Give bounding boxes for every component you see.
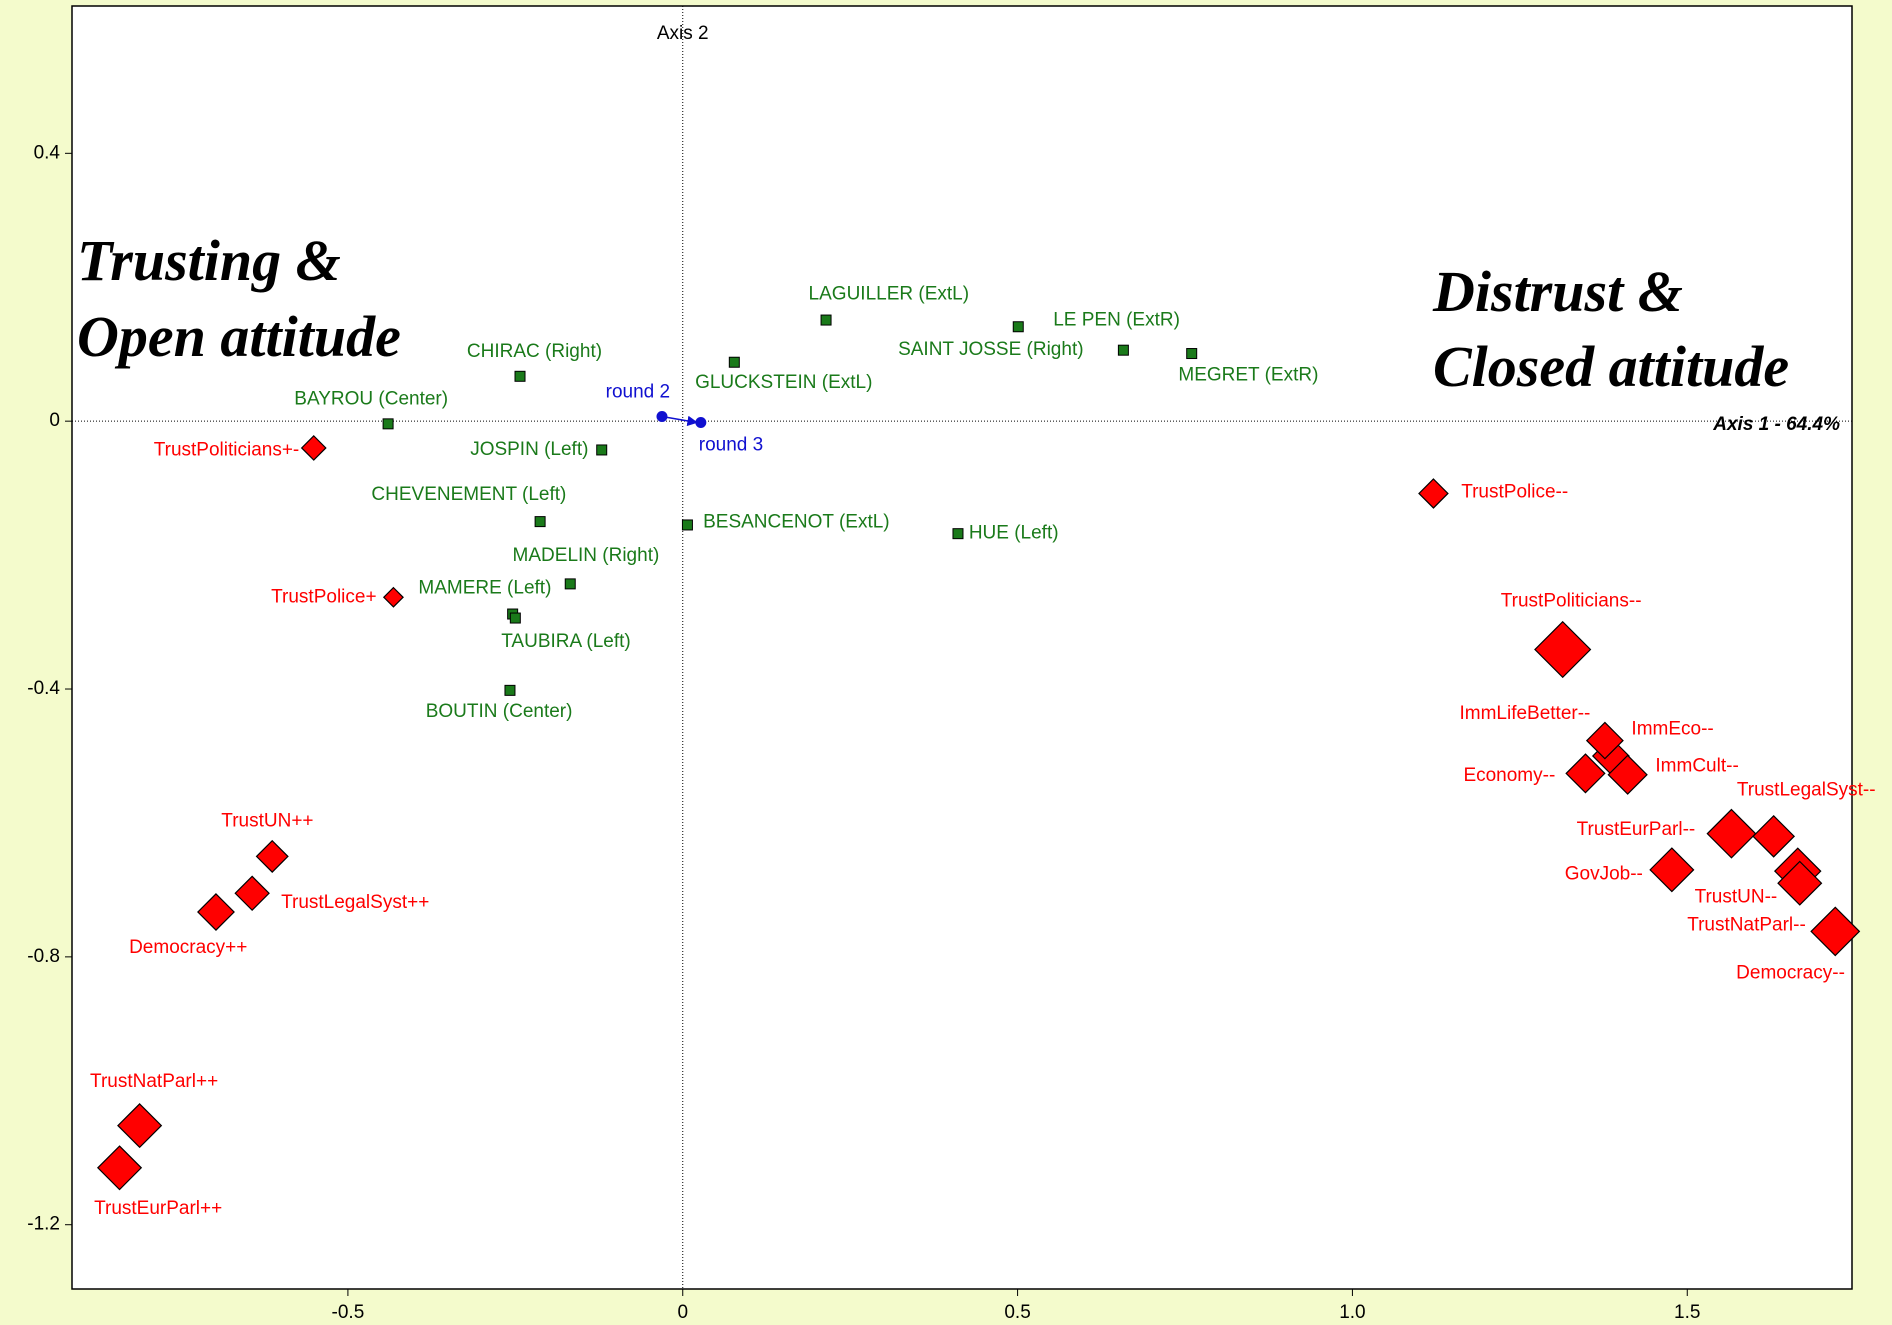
point-label: ImmCult-- <box>1655 755 1738 776</box>
y-tick-label: -1.2 <box>27 1214 60 1235</box>
point-label: round 3 <box>699 434 763 455</box>
annotation: Distrust & <box>1432 259 1683 324</box>
point <box>695 417 707 429</box>
point-label: Economy-- <box>1463 765 1555 786</box>
point <box>504 684 516 696</box>
point-label: ImmLifeBetter-- <box>1459 703 1590 724</box>
point <box>1607 754 1648 795</box>
point <box>596 444 608 456</box>
point-label: ImmEco-- <box>1631 719 1713 740</box>
point <box>255 839 289 873</box>
point-label: HUE (Left) <box>969 523 1059 544</box>
point <box>820 314 832 326</box>
point-label: Democracy++ <box>129 937 247 958</box>
x-tick-label: 0.5 <box>1004 1302 1030 1323</box>
point <box>1565 753 1606 794</box>
x-axis-label: Axis 1 - 64.4% <box>1712 414 1840 435</box>
x-tick-label: 0 <box>677 1302 688 1323</box>
x-tick-label: 1.5 <box>1674 1302 1700 1323</box>
x-tick-label: -0.5 <box>332 1302 365 1323</box>
point <box>1186 348 1198 360</box>
point-label: MAMERE (Left) <box>418 578 551 599</box>
point <box>1418 478 1449 509</box>
point <box>197 893 235 931</box>
y-tick-label: -0.8 <box>27 946 60 967</box>
point-label: TrustEurParl-- <box>1577 819 1696 840</box>
point-label: BAYROU (Center) <box>294 389 448 410</box>
y-axis-label: Axis 2 <box>657 23 709 44</box>
point-label: TrustLegalSyst++ <box>281 892 429 913</box>
point-label: TrustLegalSyst-- <box>1737 779 1876 800</box>
point <box>234 875 270 911</box>
point <box>681 519 693 531</box>
point-label: TrustPolice-- <box>1461 481 1568 502</box>
point-label: Democracy-- <box>1736 963 1845 984</box>
point <box>1810 906 1861 957</box>
point-label: round 2 <box>606 381 670 402</box>
y-tick-label: 0 <box>49 410 60 431</box>
point-label: BESANCENOT (ExtL) <box>703 512 890 533</box>
point <box>564 578 576 590</box>
point <box>1706 808 1757 859</box>
arrow <box>661 415 698 427</box>
point-label: BOUTIN (Center) <box>426 701 573 722</box>
point-label: TrustPolice+ <box>271 586 376 607</box>
point <box>96 1145 143 1191</box>
point <box>1585 721 1624 760</box>
point <box>1649 847 1695 893</box>
point <box>728 356 740 368</box>
point <box>382 586 404 608</box>
annotation: Trusting & <box>77 228 341 293</box>
point-label: TrustUN-- <box>1695 887 1778 908</box>
point <box>656 410 668 422</box>
annotation: Open attitude <box>77 304 401 369</box>
point <box>1534 620 1592 679</box>
point-label: GovJob-- <box>1565 864 1643 885</box>
point <box>952 528 964 540</box>
point <box>1117 344 1129 356</box>
point <box>382 418 394 430</box>
y-tick-label: 0.4 <box>34 142 61 163</box>
point-label: MADELIN (Right) <box>513 545 660 566</box>
point-label: TrustPoliticians-- <box>1501 590 1642 611</box>
point <box>300 435 327 461</box>
point <box>117 1103 163 1149</box>
point-label: SAINT JOSSE (Right) <box>898 339 1083 360</box>
point <box>534 516 546 528</box>
point-label: TAUBIRA (Left) <box>501 631 631 652</box>
point-label: CHEVENEMENT (Left) <box>371 484 566 505</box>
point-label: LE PEN (ExtR) <box>1053 310 1180 331</box>
x-tick-label: 1.0 <box>1339 1302 1365 1323</box>
point-label: TrustEurParl++ <box>94 1198 222 1219</box>
point-label: LAGUILLER (ExtL) <box>809 284 970 305</box>
point <box>1012 321 1024 333</box>
point <box>1777 860 1823 906</box>
annotation: Closed attitude <box>1433 334 1789 399</box>
point <box>1752 814 1796 858</box>
point-label: TrustPoliticians+- <box>154 439 300 460</box>
point-label: CHIRAC (Right) <box>467 341 602 362</box>
point <box>509 612 521 624</box>
point <box>514 370 526 382</box>
point-label: TrustNatParl++ <box>90 1071 218 1092</box>
point-label: TrustNatParl-- <box>1687 914 1806 935</box>
point-label: JOSPIN (Left) <box>470 439 588 460</box>
y-tick-label: -0.4 <box>27 678 60 699</box>
point-label: TrustUN++ <box>221 810 313 831</box>
point-label: MEGRET (ExtR) <box>1178 364 1318 385</box>
point-label: GLUCKSTEIN (ExtL) <box>695 372 872 393</box>
